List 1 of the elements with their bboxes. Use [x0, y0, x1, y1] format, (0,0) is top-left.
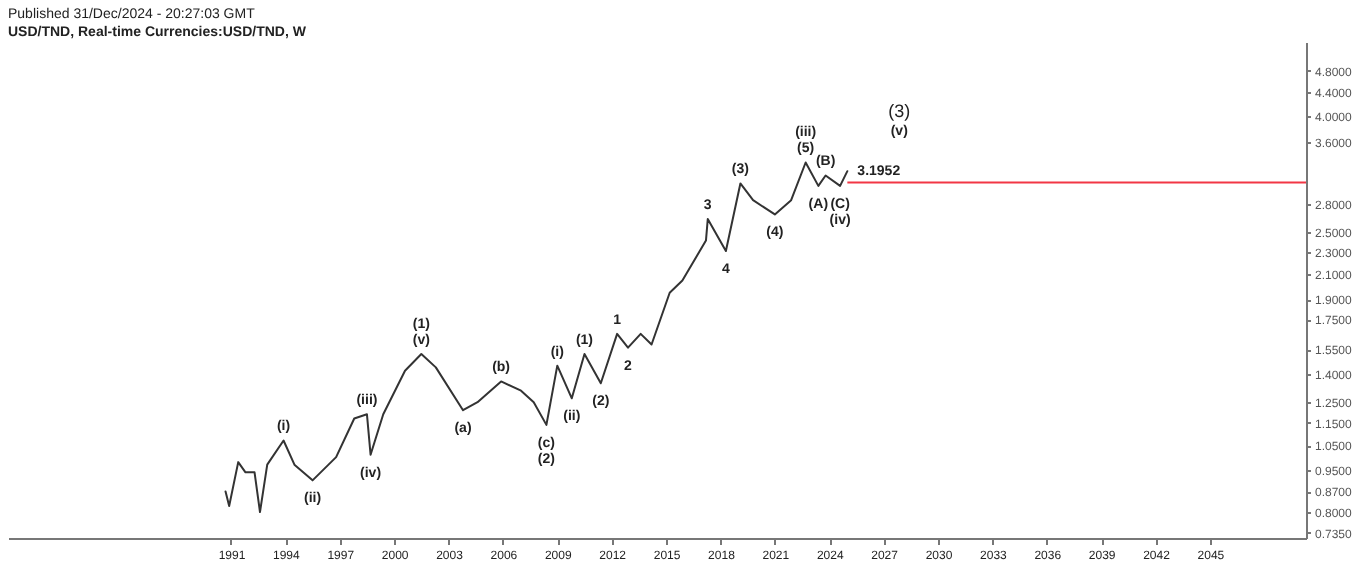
annotation: (3): [888, 101, 911, 122]
